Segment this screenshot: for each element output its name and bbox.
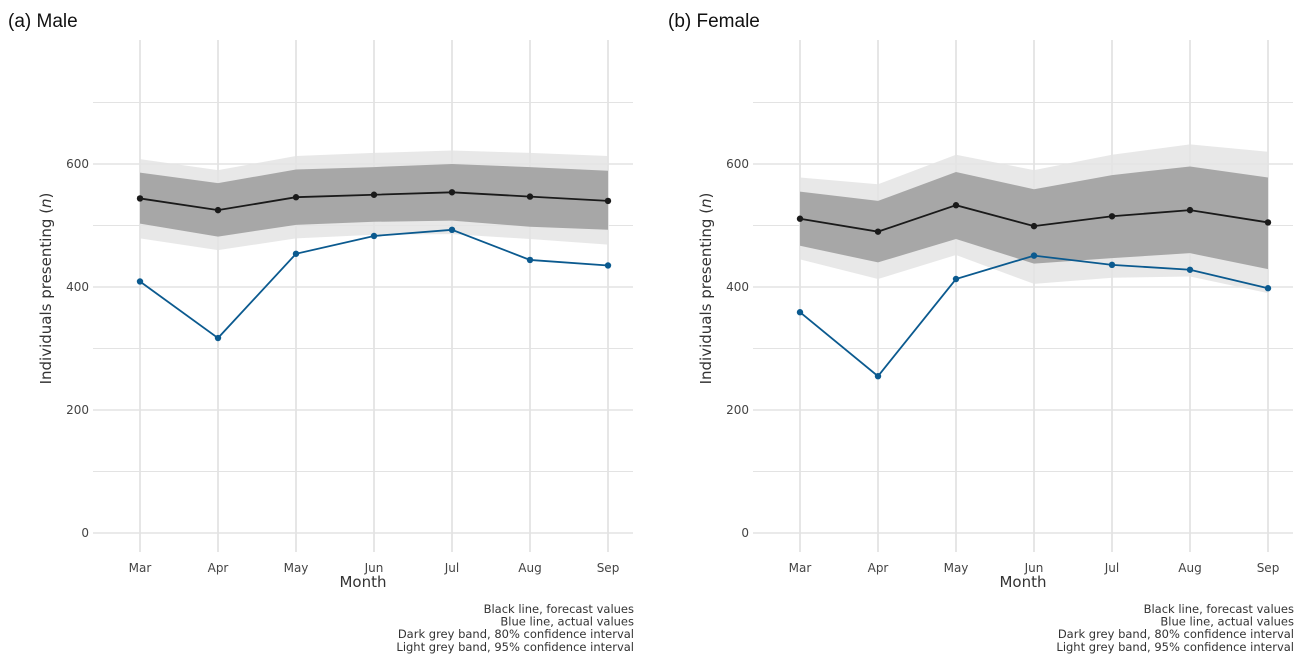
data-point-forecast xyxy=(448,189,456,196)
y-axis-label-text: Individuals presenting ( xyxy=(697,208,715,384)
data-point-forecast xyxy=(874,228,882,235)
x-tick-label: Jun xyxy=(364,561,384,575)
data-point-forecast xyxy=(796,215,804,222)
x-tick-label: Jul xyxy=(1104,561,1119,575)
x-axis-label: Month xyxy=(999,573,1046,591)
x-tick-label: Jun xyxy=(1024,561,1044,575)
data-point-actual xyxy=(1264,285,1272,292)
data-point-actual xyxy=(1186,266,1194,273)
x-tick-label: Sep xyxy=(597,561,620,575)
x-tick-label: Aug xyxy=(1178,561,1201,575)
data-point-forecast xyxy=(214,206,222,214)
y-axis-label-italic: n xyxy=(697,198,715,208)
y-tick-label: 400 xyxy=(66,280,89,294)
y-axis-label: Individuals presenting (n) xyxy=(697,193,715,385)
data-point-forecast xyxy=(136,195,144,202)
data-point-actual xyxy=(1030,252,1038,259)
x-axis-label: Month xyxy=(339,573,386,591)
data-point-actual xyxy=(1108,261,1116,269)
y-tick-label: 600 xyxy=(66,157,89,171)
caption-line: Dark grey band, 80% confidence interval xyxy=(1058,627,1294,641)
data-point-forecast xyxy=(292,194,300,201)
caption-line: Dark grey band, 80% confidence interval xyxy=(398,627,634,641)
data-point-forecast xyxy=(526,193,534,200)
y-tick-label: 200 xyxy=(726,403,749,417)
data-point-actual xyxy=(874,372,882,380)
y-axis-label-text: ) xyxy=(37,193,55,199)
caption-line: Blue line, actual values xyxy=(500,615,634,629)
data-point-actual xyxy=(448,226,456,234)
data-point-forecast xyxy=(1264,219,1272,226)
data-point-actual xyxy=(604,262,612,269)
caption-line: Light grey band, 95% confidence interval xyxy=(1056,640,1294,654)
y-tick-label: 0 xyxy=(81,526,89,540)
y-tick-label: 0 xyxy=(741,526,749,540)
chart-panel-male: (a) Male 0 200 400 600 Mar Apr May Jun Jul Aug Sep M… xyxy=(8,11,634,654)
data-point-actual xyxy=(214,334,222,342)
data-point-forecast xyxy=(1030,222,1038,230)
y-axis-label: Individuals presenting (n) xyxy=(37,193,55,385)
data-point-actual xyxy=(292,250,300,257)
y-tick-label: 600 xyxy=(726,157,749,171)
data-point-actual xyxy=(526,256,534,264)
data-point-actual xyxy=(136,278,144,285)
band-80-ci xyxy=(800,166,1268,270)
panel-title: (b) Female xyxy=(668,11,760,32)
x-tick-label: Aug xyxy=(518,561,541,575)
band-80-ci xyxy=(140,164,608,237)
data-point-actual xyxy=(370,232,378,240)
y-tick-label: 400 xyxy=(726,280,749,294)
x-tick-label: Mar xyxy=(789,561,812,575)
x-tick-label: Jul xyxy=(444,561,459,575)
data-point-forecast xyxy=(952,202,960,209)
caption-line: Blue line, actual values xyxy=(1160,615,1294,629)
y-axis-label-text: ) xyxy=(697,193,715,199)
x-tick-label: Apr xyxy=(208,561,229,575)
data-point-forecast xyxy=(604,197,612,205)
chart-panel-female: (b) Female 0 200 400 600 Mar Apr May Jun Jul Aug Se… xyxy=(668,11,1294,654)
x-tick-label: Apr xyxy=(868,561,889,575)
y-axis-label-italic: n xyxy=(37,198,55,208)
data-point-actual xyxy=(952,275,960,283)
data-point-forecast xyxy=(1186,206,1194,214)
panel-title: (a) Male xyxy=(8,11,78,32)
caption-line: Light grey band, 95% confidence interval xyxy=(396,640,634,654)
data-point-actual xyxy=(796,309,804,316)
x-tick-label: May xyxy=(944,561,969,575)
caption-line: Black line, forecast values xyxy=(1144,602,1294,616)
data-point-forecast xyxy=(1108,213,1116,220)
y-axis-label-text: Individuals presenting ( xyxy=(37,208,55,384)
y-tick-label: 200 xyxy=(66,403,89,417)
x-tick-label: Mar xyxy=(129,561,152,575)
caption-line: Black line, forecast values xyxy=(484,602,634,616)
data-point-forecast xyxy=(370,191,378,198)
x-tick-label: Sep xyxy=(1257,561,1280,575)
x-tick-label: May xyxy=(284,561,309,575)
